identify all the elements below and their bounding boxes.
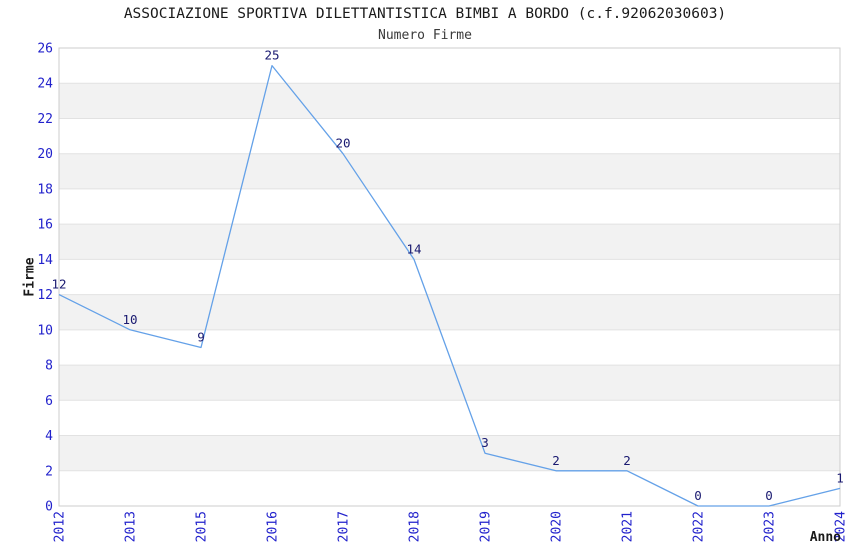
chart-subtitle: Numero Firme: [378, 28, 472, 43]
x-tick-label: 2018: [408, 511, 423, 542]
data-point-label: 2: [623, 453, 631, 468]
x-tick-label: 2012: [53, 511, 68, 542]
grid-band: [59, 435, 840, 471]
data-point-label: 2: [552, 453, 560, 468]
x-tick-label: 2016: [266, 511, 281, 542]
y-tick-label: 16: [37, 218, 53, 233]
series-line: [58, 64, 841, 507]
y-tick-label: 6: [45, 394, 53, 409]
data-point-label: 14: [406, 241, 421, 256]
x-axis-label: Anno: [809, 530, 841, 545]
data-point-label: 20: [335, 136, 350, 151]
y-tick-label: 20: [37, 147, 53, 162]
x-tick-label: 2023: [763, 511, 778, 542]
y-tick-label: 2: [45, 464, 53, 479]
y-tick-label: 14: [37, 253, 53, 268]
data-point-label: 3: [481, 435, 489, 450]
y-tick-label: 12: [37, 288, 53, 303]
y-tick-label: 0: [45, 500, 53, 515]
data-point-label: 1: [836, 470, 844, 485]
y-tick-label: 4: [45, 429, 53, 444]
data-point-label: 10: [122, 312, 137, 327]
y-tick-label: 22: [37, 112, 53, 127]
data-point-label: 0: [694, 488, 702, 503]
x-tick-label: 2013: [124, 511, 139, 542]
grid-band: [59, 294, 840, 330]
grid-band: [59, 365, 840, 401]
data-point-label: 9: [197, 329, 205, 344]
x-tick-label: 2019: [479, 511, 494, 542]
y-tick-label: 10: [37, 323, 53, 338]
grid-band: [59, 83, 840, 119]
x-tick-label: 2024: [834, 511, 849, 542]
grid-band: [59, 224, 840, 260]
data-point-label: 12: [51, 277, 66, 292]
data-point-label: 25: [264, 48, 279, 63]
plot-border: [58, 47, 841, 507]
y-tick-label: 26: [37, 42, 53, 57]
x-tick-label: 2022: [692, 511, 707, 542]
x-tick-label: 2017: [337, 511, 352, 542]
x-tick-label: 2021: [621, 511, 636, 542]
y-tick-label: 24: [37, 77, 53, 92]
grid-band: [59, 153, 840, 189]
y-tick-label: 8: [45, 359, 53, 374]
x-tick-label: 2020: [550, 511, 565, 542]
x-tick-label: 2015: [195, 511, 210, 542]
chart-title: ASSOCIAZIONE SPORTIVA DILETTANTISTICA BI…: [123, 6, 727, 22]
data-point-label: 0: [765, 488, 773, 503]
y-tick-label: 18: [37, 182, 53, 197]
